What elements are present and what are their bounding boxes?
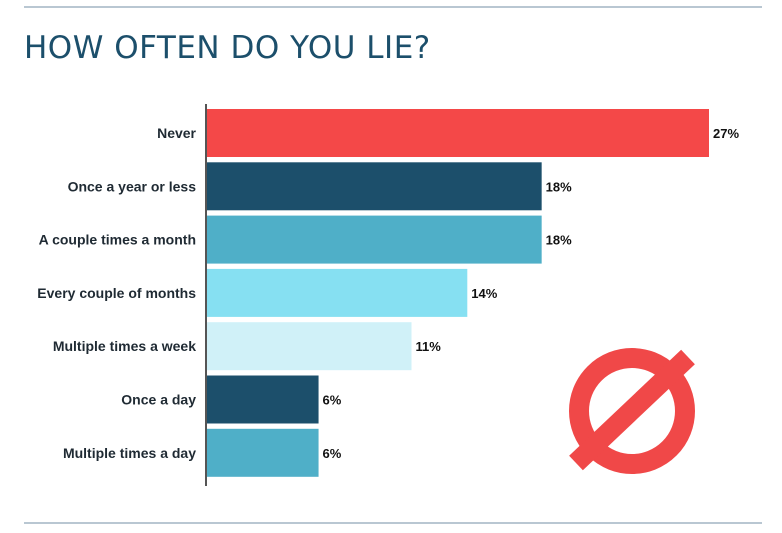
bar-once-a-year-or-less (207, 162, 542, 211)
value-label: 6% (323, 446, 342, 461)
value-label: 18% (546, 179, 572, 194)
category-label: Multiple times a day (63, 445, 196, 461)
category-label: Once a year or less (68, 178, 197, 194)
value-label: 11% (416, 339, 442, 354)
bar-multiple-times-a-week (207, 322, 412, 371)
category-label: Every couple of months (37, 285, 196, 301)
category-label: Multiple times a week (53, 338, 196, 354)
value-label: 27% (713, 126, 739, 141)
bar-multiple-times-a-day (207, 428, 319, 477)
value-label: 6% (323, 393, 342, 408)
bar-never (207, 109, 709, 157)
category-label: Once a day (121, 392, 196, 408)
bottom-divider (24, 522, 762, 524)
value-label: 14% (471, 286, 497, 301)
chart-title: HOW OFTEN DO YOU LIE? (24, 30, 431, 66)
bar-every-couple-of-months (207, 268, 468, 317)
bar-a-couple-times-a-month (207, 215, 542, 264)
top-divider (24, 6, 762, 8)
value-label: 18% (546, 233, 572, 248)
prohibited-icon (569, 348, 695, 474)
bar-once-a-day (207, 375, 319, 424)
category-label: A couple times a month (39, 232, 196, 248)
category-label: Never (157, 125, 196, 141)
